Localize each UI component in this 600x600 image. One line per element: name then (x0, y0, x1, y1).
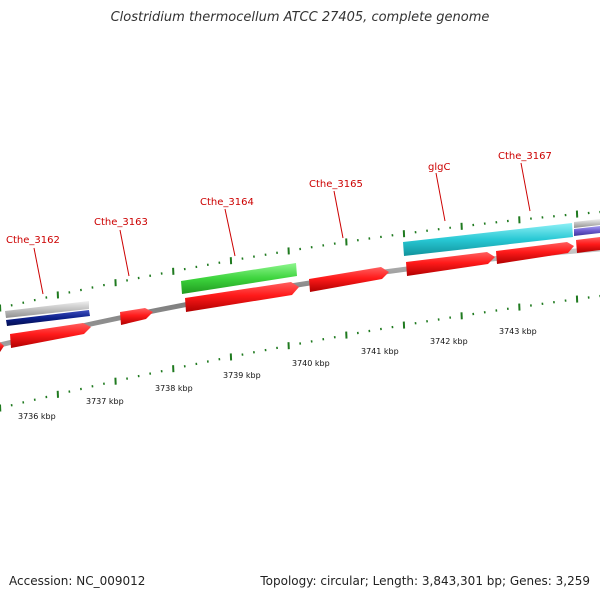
leader-line (520, 162, 531, 212)
gene-bar-purple (574, 226, 600, 236)
cds-arrow (185, 282, 299, 312)
leader-line (333, 190, 344, 239)
scale-label: 3737 kbp (86, 397, 124, 406)
scale-label: 3741 kbp (361, 347, 399, 356)
scale-label: 3742 kbp (430, 337, 468, 346)
leader-line (435, 172, 446, 222)
cds-arrow (309, 267, 389, 292)
leader-line (119, 229, 130, 277)
gene-label-cthe-3164: Cthe_3164 (200, 197, 254, 208)
gene-label-glgc: glgC (428, 162, 450, 173)
scale-label: 3738 kbp (155, 384, 193, 393)
genome-summary-text: Topology: circular; Length: 3,843,301 bp… (260, 574, 590, 588)
scale-label: 3743 kbp (499, 327, 537, 336)
accession-text: Accession: NC_009012 (9, 574, 146, 588)
leader-line (33, 247, 44, 295)
inner-tick-marks (0, 294, 600, 412)
gene-label-cthe-3165: Cthe_3165 (309, 179, 363, 190)
outer-tick-marks (0, 210, 600, 312)
cds-arrow (496, 242, 574, 264)
cds-arrow (120, 308, 153, 325)
map-title: Clostridium thermocellum ATCC 27405, com… (110, 10, 490, 25)
gene-label-cthe-3167: Cthe_3167 (498, 151, 552, 162)
gene-bar-green (181, 263, 297, 294)
leader-line (224, 208, 236, 257)
gene-label-cthe-3163: Cthe_3163 (94, 217, 148, 228)
cds-arrow (10, 323, 91, 348)
cds-arrow (576, 237, 600, 253)
cds-arrow (406, 252, 495, 276)
gene-label-cthe-3162: Cthe_3162 (6, 235, 60, 246)
scale-label: 3740 kbp (292, 359, 330, 368)
gene-bar-grey (5, 301, 89, 318)
gene-bar-navy (6, 310, 90, 326)
gene-bar-cyan (403, 223, 573, 256)
gene-bar-grey-right (574, 219, 600, 228)
cds-arrow (0, 342, 4, 352)
scale-label: 3736 kbp (18, 412, 56, 421)
scale-label: 3739 kbp (223, 371, 261, 380)
